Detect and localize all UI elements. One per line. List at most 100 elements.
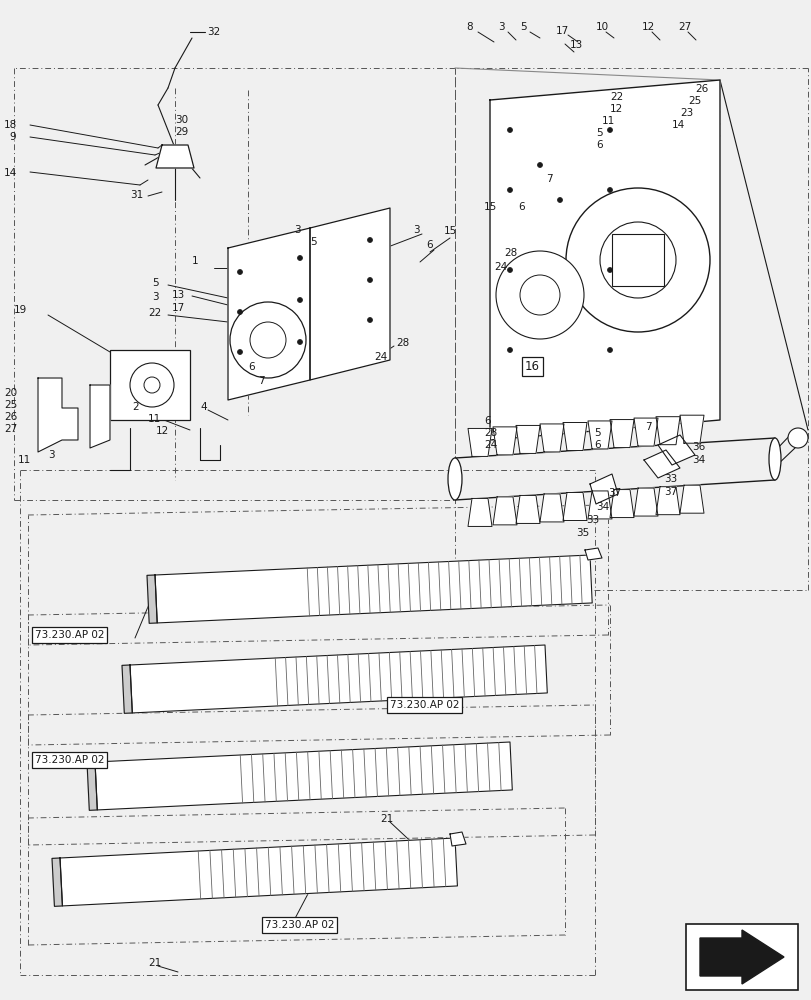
Text: 20: 20 <box>4 388 17 398</box>
Polygon shape <box>155 555 591 623</box>
Text: 25: 25 <box>687 96 701 106</box>
Polygon shape <box>655 417 679 445</box>
Polygon shape <box>156 145 194 168</box>
Text: 11: 11 <box>148 414 161 424</box>
Text: 22: 22 <box>609 92 623 102</box>
Circle shape <box>607 127 611 132</box>
Text: 15: 15 <box>444 226 457 236</box>
Text: 7: 7 <box>545 174 552 184</box>
Text: 24: 24 <box>493 262 507 272</box>
Polygon shape <box>130 645 547 713</box>
Text: 12: 12 <box>609 104 623 114</box>
Polygon shape <box>90 385 109 448</box>
Circle shape <box>507 348 512 353</box>
Text: 32: 32 <box>207 27 220 37</box>
Polygon shape <box>467 428 491 456</box>
Polygon shape <box>590 474 617 504</box>
Polygon shape <box>562 422 586 450</box>
Text: 25: 25 <box>4 400 17 410</box>
Text: 8: 8 <box>466 22 472 32</box>
Text: 27: 27 <box>4 424 17 434</box>
Text: 3: 3 <box>413 225 419 235</box>
Text: 9: 9 <box>9 132 15 142</box>
Text: 18: 18 <box>4 120 17 130</box>
Polygon shape <box>633 418 657 446</box>
Circle shape <box>237 269 242 274</box>
Polygon shape <box>539 494 564 522</box>
Text: 5: 5 <box>152 278 158 288</box>
Text: 12: 12 <box>642 22 654 32</box>
Polygon shape <box>655 487 679 515</box>
Text: 7: 7 <box>258 376 264 386</box>
Bar <box>685 924 797 990</box>
Text: 17: 17 <box>172 303 185 313</box>
Text: 14: 14 <box>672 120 684 130</box>
Text: 21: 21 <box>148 958 161 968</box>
Text: 33: 33 <box>663 474 676 484</box>
Text: 19: 19 <box>14 305 28 315</box>
Text: 5: 5 <box>594 428 600 438</box>
Text: 5: 5 <box>310 237 316 247</box>
Circle shape <box>599 222 676 298</box>
Polygon shape <box>60 838 457 906</box>
Polygon shape <box>609 420 633 448</box>
Polygon shape <box>122 665 132 713</box>
Polygon shape <box>657 435 694 465</box>
Text: 29: 29 <box>175 127 188 137</box>
Text: 3: 3 <box>497 22 504 32</box>
Polygon shape <box>52 858 62 906</box>
Polygon shape <box>539 424 564 452</box>
Circle shape <box>250 322 285 358</box>
Polygon shape <box>310 208 389 380</box>
Text: 36: 36 <box>691 442 705 452</box>
Circle shape <box>144 377 160 393</box>
Text: 24: 24 <box>374 352 387 362</box>
Text: 11: 11 <box>18 455 31 465</box>
Text: 13: 13 <box>172 290 185 300</box>
Text: 17: 17 <box>556 26 569 36</box>
Circle shape <box>607 348 611 353</box>
Text: 3: 3 <box>294 225 300 235</box>
Text: 33: 33 <box>586 515 599 525</box>
Text: 26: 26 <box>4 412 17 422</box>
Polygon shape <box>228 228 310 400</box>
Polygon shape <box>38 378 78 452</box>
Circle shape <box>367 318 372 322</box>
Circle shape <box>367 277 372 282</box>
Polygon shape <box>609 490 633 518</box>
Polygon shape <box>95 742 512 810</box>
Circle shape <box>557 198 562 202</box>
Circle shape <box>496 251 583 339</box>
Polygon shape <box>147 575 157 623</box>
Polygon shape <box>633 488 657 516</box>
Polygon shape <box>584 548 601 560</box>
Text: 6: 6 <box>426 240 432 250</box>
Circle shape <box>565 188 709 332</box>
Text: 37: 37 <box>607 488 620 498</box>
Circle shape <box>607 267 611 272</box>
Circle shape <box>507 267 512 272</box>
Text: 5: 5 <box>595 128 602 138</box>
Text: 28: 28 <box>396 338 409 348</box>
Text: 13: 13 <box>569 40 582 50</box>
Polygon shape <box>492 427 517 455</box>
Polygon shape <box>489 80 719 440</box>
Circle shape <box>607 188 611 192</box>
Text: 15: 15 <box>483 202 496 212</box>
Text: 21: 21 <box>380 814 393 824</box>
Text: 1: 1 <box>191 256 199 266</box>
Text: 24: 24 <box>483 440 496 450</box>
Text: 37: 37 <box>663 487 676 497</box>
Text: 35: 35 <box>575 528 589 538</box>
Text: 3: 3 <box>48 450 54 460</box>
Polygon shape <box>643 450 679 478</box>
Circle shape <box>297 255 303 260</box>
Circle shape <box>787 428 807 448</box>
Polygon shape <box>699 930 783 984</box>
Circle shape <box>507 188 512 192</box>
Text: 73.230.AP 02: 73.230.AP 02 <box>389 700 459 710</box>
Text: 11: 11 <box>601 116 615 126</box>
Text: 4: 4 <box>200 402 206 412</box>
Circle shape <box>367 237 372 242</box>
Ellipse shape <box>448 458 461 500</box>
